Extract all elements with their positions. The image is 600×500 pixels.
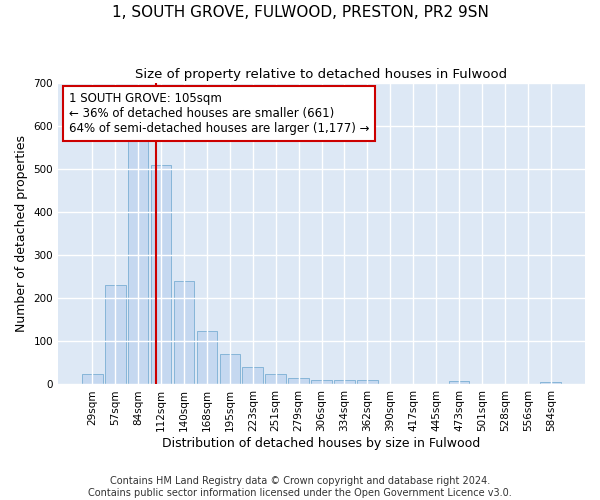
Bar (128, 139, 148, 384)
Title: Size of property relative to detached houses in Fulwood: Size of property relative to detached ho… (136, 68, 508, 80)
Bar (357, 380, 377, 384)
Bar (265, 374, 286, 384)
Bar (173, 281, 194, 384)
Bar (541, 382, 561, 384)
Text: 1 SOUTH GROVE: 105sqm
← 36% of detached houses are smaller (661)
64% of semi-det: 1 SOUTH GROVE: 105sqm ← 36% of detached … (68, 92, 369, 135)
Text: 1, SOUTH GROVE, FULWOOD, PRESTON, PR2 9SN: 1, SOUTH GROVE, FULWOOD, PRESTON, PR2 9S… (112, 5, 488, 20)
Bar (197, 330, 217, 384)
Bar (220, 354, 240, 384)
X-axis label: Distribution of detached houses by size in Fulwood: Distribution of detached houses by size … (163, 437, 481, 450)
Bar (311, 380, 332, 384)
Bar (82, 374, 103, 384)
Bar (449, 381, 469, 384)
Bar (242, 367, 263, 384)
Y-axis label: Number of detached properties: Number of detached properties (15, 136, 28, 332)
Bar (288, 378, 309, 384)
Bar (334, 380, 355, 384)
Bar (105, 286, 125, 384)
Text: Contains HM Land Registry data © Crown copyright and database right 2024.
Contai: Contains HM Land Registry data © Crown c… (88, 476, 512, 498)
Bar (151, 165, 172, 384)
